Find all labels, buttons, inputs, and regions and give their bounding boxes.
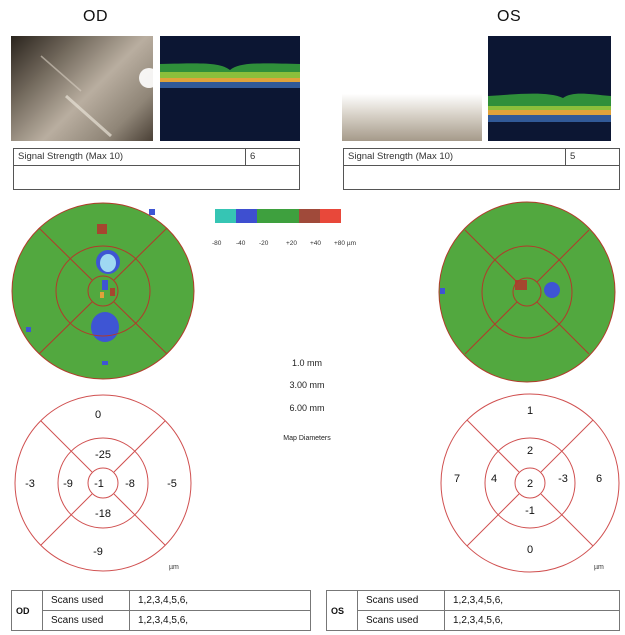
os-scans-label-1: Scans used — [357, 590, 445, 611]
od-outer-nasal-value: -5 — [167, 478, 177, 490]
os-signal-strength-label: Signal Strength (Max 10) — [344, 149, 566, 165]
map-diameter-6mm: 6.00 mm — [289, 403, 325, 413]
os-scans-label-2: Scans used — [357, 610, 445, 631]
legend-swatch-4 — [278, 209, 299, 223]
od-scans-table: OD Scans used 1,2,3,4,5,6, Scans used 1,… — [11, 590, 311, 631]
od-scans-value-2: 1,2,3,4,5,6, — [129, 610, 311, 631]
legend-swatch-5 — [299, 209, 320, 223]
od-signal-strength-label: Signal Strength (Max 10) — [14, 149, 246, 165]
od-signal-strength-value: 6 — [250, 151, 256, 162]
od-outer-temporal-value: -3 — [25, 478, 35, 490]
os-outer-inferior-value: 0 — [527, 544, 533, 556]
legend-swatch-1 — [215, 209, 236, 223]
od-unit-label: µm — [169, 564, 179, 571]
os-inner-nasal-value: 4 — [491, 473, 497, 485]
os-unit-label: µm — [594, 564, 604, 571]
os-inner-superior-value: 2 — [527, 445, 533, 457]
legend-label-3: -20 — [259, 240, 269, 247]
map-diameter-3mm: 3.00 mm — [289, 380, 325, 390]
os-center-value: 2 — [527, 478, 533, 490]
od-scans-value-1: 1,2,3,4,5,6, — [129, 590, 311, 611]
os-scans-eye-label: OS — [326, 590, 358, 631]
od-scans-label-2: Scans used — [42, 610, 130, 631]
os-inner-inferior-value: -1 — [525, 505, 535, 517]
legend-label-2: -40 — [236, 240, 246, 247]
od-scans-eye-label: OD — [11, 590, 43, 631]
od-scans-label-1: Scans used — [42, 590, 130, 611]
legend-swatch-2 — [236, 209, 257, 223]
od-outer-superior-value: 0 — [95, 409, 101, 421]
os-oct-bscan — [488, 36, 611, 141]
od-thickness-grid: -1 -25 -18 -8 -9 0 -9 -5 -3 µm — [14, 394, 192, 572]
legend-label-1: -80 — [212, 240, 222, 247]
os-scans-value-1: 1,2,3,4,5,6, — [444, 590, 620, 611]
od-inner-superior-value: -25 — [95, 449, 111, 461]
od-thickness-color-map — [11, 202, 195, 380]
map-diameter-1mm: 1.0 mm — [291, 358, 322, 368]
od-fundus-image — [11, 36, 153, 141]
od-oct-bscan — [160, 36, 300, 141]
os-signal-strength-table: Signal Strength (Max 10) 5 — [343, 148, 620, 190]
legend-swatch-3 — [257, 209, 278, 223]
thickness-color-legend — [215, 209, 345, 223]
os-fundus-image — [342, 36, 482, 141]
legend-label-5: +40 — [310, 240, 322, 247]
os-inner-temporal-value: -3 — [558, 473, 568, 485]
legend-label-4: +20 — [286, 240, 298, 247]
legend-label-6: +80 µm — [334, 240, 356, 247]
od-signal-strength-table: Signal Strength (Max 10) 6 — [13, 148, 300, 190]
os-thickness-color-map — [438, 201, 616, 383]
os-outer-temporal-value: 6 — [596, 473, 602, 485]
os-outer-nasal-value: 7 — [454, 473, 460, 485]
od-center-value: -1 — [94, 478, 104, 490]
legend-swatch-6 — [320, 209, 341, 223]
od-outer-inferior-value: -9 — [93, 546, 103, 558]
map-diameters-caption: Map Diameters — [283, 435, 331, 442]
os-outer-superior-value: 1 — [527, 405, 533, 417]
os-scans-value-2: 1,2,3,4,5,6, — [444, 610, 620, 631]
od-inner-nasal-value: -8 — [125, 478, 135, 490]
os-signal-strength-value: 5 — [570, 151, 576, 162]
os-scans-table: OS Scans used 1,2,3,4,5,6, Scans used 1,… — [326, 590, 620, 631]
od-fundus-reflections — [40, 55, 153, 138]
od-inner-temporal-value: -9 — [63, 478, 73, 490]
os-thickness-grid: 2 2 -1 4 -3 1 0 7 6 µm — [440, 393, 620, 573]
od-eye-label: OD — [83, 8, 108, 25]
os-eye-label: OS — [497, 8, 522, 25]
od-inner-inferior-value: -18 — [95, 508, 111, 520]
